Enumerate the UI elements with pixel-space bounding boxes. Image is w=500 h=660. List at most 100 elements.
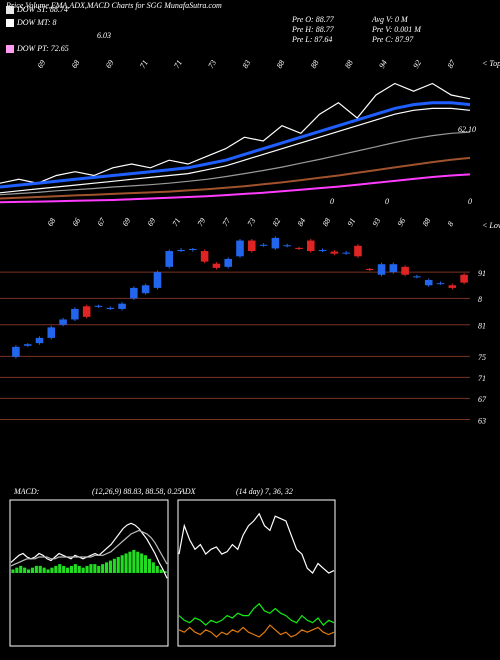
legend-label: DOW PT: 72.65 — [16, 44, 69, 53]
histogram-bar — [58, 564, 62, 573]
top-label: 71 — [172, 58, 184, 69]
top-label: 73 — [206, 58, 218, 69]
stat-label: Avg V: 0 M — [371, 15, 409, 24]
top-label: 66 — [71, 216, 83, 227]
page-title: Price,Volume,EMA,ADX,MACD Charts for SGG… — [5, 1, 222, 10]
legend-extra: 6.03 — [97, 31, 111, 40]
candle-body — [12, 346, 20, 357]
line-series — [0, 82, 471, 184]
top-label: 91 — [346, 216, 358, 227]
histogram-bar — [159, 569, 163, 573]
top-label: 73 — [246, 216, 258, 227]
histogram-bar — [19, 565, 23, 573]
histogram-bar — [11, 569, 15, 573]
candle-body — [401, 266, 409, 275]
y-tick-label: 67 — [478, 395, 487, 404]
histogram-bar — [65, 567, 70, 573]
top-label: 83 — [241, 58, 253, 69]
line-series — [178, 512, 335, 574]
candle-body — [306, 240, 315, 252]
top-label: 84 — [296, 216, 308, 227]
candle-body — [130, 287, 138, 299]
histogram-bar — [46, 569, 50, 573]
candle-body — [71, 308, 79, 320]
candle-body — [23, 344, 32, 346]
adx-title: ADX — [179, 487, 197, 496]
corner-label: < Tops — [482, 59, 500, 68]
line-series — [178, 602, 335, 626]
candle-body — [106, 307, 115, 309]
histogram-bar — [81, 567, 85, 573]
candle-body — [59, 319, 67, 325]
histogram-bar — [73, 564, 77, 573]
histogram-bar — [143, 555, 148, 573]
histogram-bar — [85, 565, 89, 573]
top-label: 77 — [221, 216, 233, 228]
macd-title: MACD: — [13, 487, 40, 496]
candle-body — [248, 240, 256, 252]
end-label: 62.10 — [458, 125, 476, 134]
candle-body — [318, 250, 327, 252]
corner-label: < Lows — [482, 221, 500, 230]
y-tick-label: 63 — [478, 416, 486, 425]
candle-body — [424, 280, 433, 286]
histogram-bar — [136, 551, 140, 573]
top-label: 88 — [421, 216, 433, 227]
histogram-bar — [38, 565, 42, 573]
top-label: 68 — [70, 58, 82, 69]
histogram-bar — [116, 557, 120, 573]
top-label: 94 — [377, 58, 389, 69]
histogram-bar — [30, 567, 35, 573]
stat-label: Pre C: 87.97 — [371, 35, 414, 44]
top-label: 71 — [138, 58, 150, 69]
top-label: 92 — [411, 58, 423, 69]
line-series — [0, 173, 471, 204]
legend-label: DOW ST: 88.74 — [16, 5, 68, 14]
histogram-bar — [93, 564, 97, 573]
histogram-bar — [69, 565, 74, 573]
stat-label: Pre O: 88.77 — [291, 15, 335, 24]
candle-body — [141, 285, 150, 294]
top-label: 82 — [271, 216, 283, 227]
candle-body — [295, 247, 303, 249]
candle-body — [342, 252, 350, 254]
candle-body — [94, 305, 103, 307]
line-series — [178, 624, 335, 638]
candle-body — [212, 263, 221, 268]
candle-body — [177, 250, 185, 252]
candle-body — [330, 251, 339, 254]
line-series — [0, 131, 471, 196]
top-label: 69 — [104, 58, 116, 69]
candle-body — [236, 240, 244, 257]
candle-body — [389, 264, 398, 273]
candle-body — [448, 285, 457, 288]
candle-body — [259, 244, 268, 246]
candle-body — [35, 337, 44, 344]
candle-body — [365, 268, 374, 270]
bottom-label: 0 — [468, 197, 472, 206]
histogram-bar — [42, 567, 46, 573]
macd-subtitle: (12,26,9) 88.83, 88.58, 0.25 — [92, 487, 181, 496]
top-label: 8 — [446, 220, 456, 228]
candle-body — [118, 303, 126, 309]
candle-body — [165, 251, 174, 267]
candle-body — [153, 272, 162, 288]
histogram-bar — [54, 565, 58, 573]
line-series — [0, 156, 471, 200]
line-series — [0, 107, 471, 194]
candle-body — [436, 283, 445, 285]
stat-label: Pre H: 88.77 — [291, 25, 335, 34]
candle-body — [82, 306, 91, 317]
histogram-bar — [155, 565, 159, 573]
legend-label: DOW MT: 8 — [16, 18, 57, 27]
line-series — [10, 529, 168, 567]
histogram-bar — [23, 567, 27, 573]
candle-body — [283, 245, 291, 247]
top-label: 93 — [371, 216, 383, 227]
histogram-bar — [50, 567, 54, 573]
candle-body — [224, 258, 232, 267]
candle-body — [200, 251, 209, 262]
y-tick-label: 91 — [478, 269, 486, 278]
y-tick-label: 81 — [478, 322, 486, 331]
top-label: 79 — [196, 216, 208, 227]
